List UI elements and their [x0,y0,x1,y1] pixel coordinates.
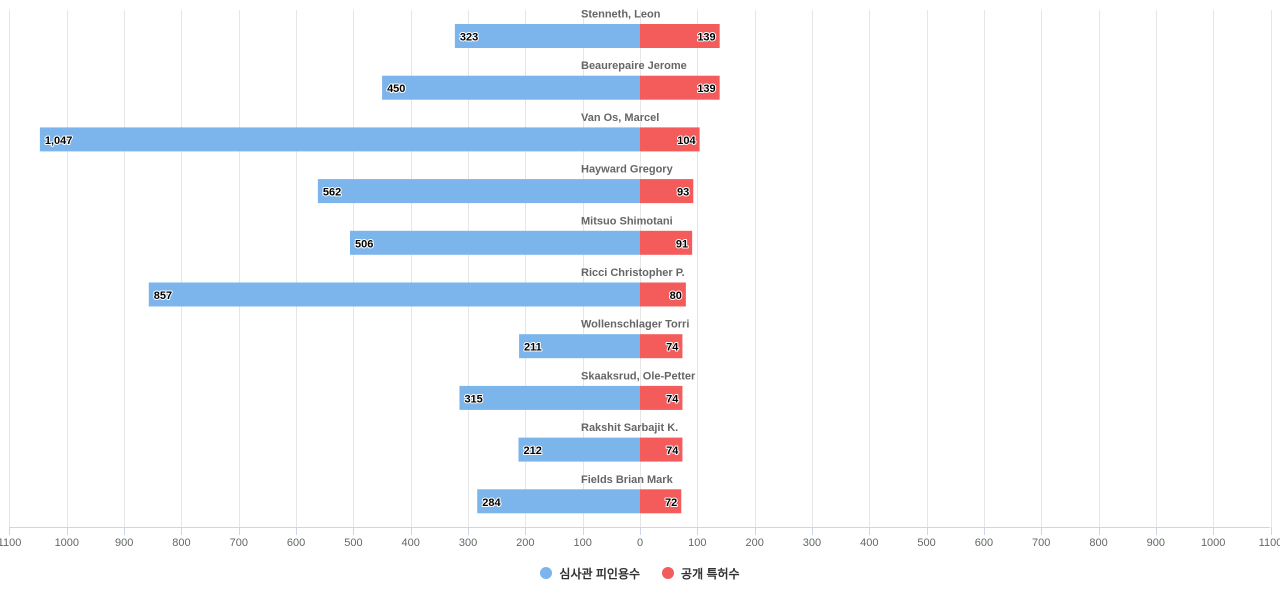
data-label-patents: 72 [665,497,677,509]
bar-citations[interactable] [477,489,640,514]
data-label-patents: 139 [697,32,715,44]
x-axis-tick-label: 1000 [55,537,79,549]
data-label-citations: 315 [464,393,482,405]
category-label: Mitsuo Shimotani [581,215,673,227]
bar-patents[interactable] [640,489,682,514]
data-label-citations: 212 [523,445,541,457]
category-label: Ricci Christopher P. [581,267,685,279]
chart-canvas: Stenneth, Leon 323 139 Beaurepaire Jerome 45… [0,9,1280,550]
bar-patents[interactable] [640,75,720,100]
bar-citations[interactable] [317,179,640,204]
chart-legend: 심사관 피인용수 공개 특허수 [0,562,1280,584]
data-label-citations: 857 [154,290,172,302]
data-label-citations: 284 [482,497,501,509]
x-axis-tick-label: 600 [975,537,993,549]
legend-item-citations[interactable]: 심사관 피인용수 [540,565,640,582]
x-axis-tick-label: 200 [745,537,763,549]
category-label: Beaurepaire Jerome [581,60,687,72]
category-label: Hayward Gregory [581,164,674,176]
bar-patents[interactable] [640,437,683,462]
bar-patents[interactable] [640,179,694,204]
x-axis-tick-label: 600 [287,537,305,549]
x-axis-tick-label: 100 [688,537,706,549]
bar-citations[interactable] [349,230,640,255]
data-label-citations: 1,047 [45,135,73,147]
bar-patents[interactable] [640,282,686,307]
x-axis-tick-label: 200 [516,537,534,549]
x-axis-tick-label: 0 [637,537,643,549]
x-axis-tick-label: 700 [230,537,248,549]
data-label-citations: 323 [460,32,478,44]
data-label-patents: 91 [676,238,688,250]
x-axis-tick-label: 900 [1147,537,1165,549]
x-axis-tick-label: 500 [344,537,362,549]
x-axis-tick-label: 800 [1089,537,1107,549]
data-label-citations: 211 [524,342,542,354]
category-label: Wollenschlager Torri [581,319,689,331]
bar-patents[interactable] [640,127,700,152]
x-axis-tick-label: 700 [1032,537,1050,549]
data-label-citations: 506 [355,238,373,250]
x-axis-tick-label: 300 [459,537,477,549]
bar-citations[interactable] [518,437,640,462]
data-label-citations: 450 [387,83,405,95]
x-axis-tick-label: 900 [115,537,133,549]
category-label: Skaaksrud, Ole-Petter [581,370,696,382]
bar-patents[interactable] [640,230,693,255]
legend-marker-citations [540,567,553,579]
bar-patents[interactable] [640,385,683,410]
bar-citations[interactable] [39,127,640,152]
legend-item-patents[interactable]: 공개 특허수 [662,565,740,582]
x-axis-tick-label: 800 [172,537,190,549]
data-label-patents: 74 [666,393,679,405]
bar-citations[interactable] [148,282,640,307]
category-label: Rakshit Sarbajit K. [581,422,678,434]
legend-label-patents: 공개 특허수 [681,566,740,581]
bar-citations[interactable] [519,334,640,359]
data-label-citations: 562 [323,187,341,199]
data-label-patents: 93 [677,187,689,199]
category-label: Van Os, Marcel [581,112,659,124]
data-label-patents: 104 [677,135,696,147]
data-label-patents: 74 [666,445,679,457]
x-axis-tick-label: 400 [402,537,420,549]
x-axis-tick-label: 1100 [0,537,21,549]
category-label: Stenneth, Leon [581,9,661,21]
category-label: Fields Brian Mark [581,474,674,486]
bar-citations[interactable] [459,385,640,410]
data-label-patents: 80 [670,290,682,302]
legend-label-citations: 심사관 피인용수 [559,566,641,581]
bar-citations[interactable] [382,75,640,100]
x-axis-tick-label: 100 [574,537,592,549]
x-axis-tick-label: 300 [803,537,821,549]
legend-marker-patents [662,567,675,579]
x-axis-tick-label: 400 [860,537,878,549]
bar-patents[interactable] [640,334,683,359]
x-axis-tick-label: 500 [917,537,935,549]
data-label-patents: 74 [666,342,679,354]
bar-patents[interactable] [640,24,720,48]
bar-citations[interactable] [454,24,640,48]
x-axis-tick-label: 1100 [1259,537,1280,549]
x-axis-tick-label: 1000 [1201,537,1225,549]
data-label-patents: 139 [697,83,715,95]
